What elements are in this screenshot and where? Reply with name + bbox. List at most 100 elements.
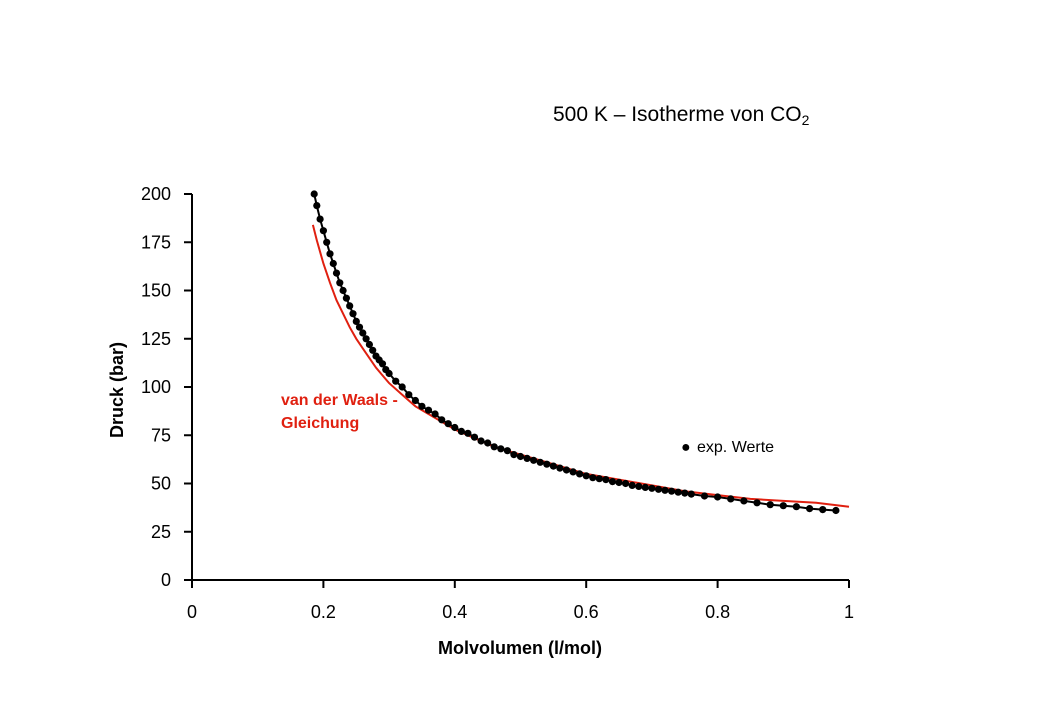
y-tick-label: 0	[161, 570, 171, 590]
x-tick-label: 0	[187, 602, 197, 622]
exp-data-point	[832, 506, 840, 515]
exp-data-point	[336, 279, 344, 287]
exp-data-point	[405, 391, 413, 399]
chart-axes	[191, 194, 849, 581]
exp-data-point	[766, 501, 774, 509]
chart-series-lines	[311, 193, 850, 512]
exp-data-point	[523, 454, 531, 462]
x-tick-label: 0.6	[574, 602, 599, 622]
exp-data-point	[457, 427, 465, 435]
exp-data-point	[779, 502, 787, 510]
exp-data-point	[470, 433, 479, 441]
exp-data-point	[378, 360, 387, 368]
exp-data-point	[622, 479, 630, 488]
exp-data-point	[648, 484, 656, 492]
x-axis-title: Molvolumen (l/mol)	[438, 638, 602, 658]
exp-data-point	[477, 437, 485, 445]
exp-data-point	[615, 478, 623, 487]
exp-data-point	[589, 474, 597, 482]
exp-data-point	[608, 478, 617, 486]
vdw-series-line	[311, 224, 850, 508]
exp-data-point	[792, 503, 801, 511]
x-tick-label: 0.8	[705, 602, 730, 622]
exp-data-point	[431, 410, 439, 418]
exp-data-point	[661, 486, 669, 494]
vdw-label-line1: van der Waals -	[281, 392, 398, 409]
exp-data-point	[398, 383, 406, 391]
exp-data-point	[536, 458, 544, 466]
exp-data-point	[484, 439, 492, 447]
exp-data-point	[700, 492, 709, 500]
chart-series-points	[310, 190, 840, 515]
exp-data-point	[464, 429, 472, 437]
exp-data-point	[342, 294, 350, 302]
exp-data-point	[319, 227, 327, 235]
exp-data-point	[549, 462, 558, 470]
y-tick-label: 175	[141, 232, 171, 252]
exp-data-point	[385, 369, 393, 378]
exp-data-point	[576, 470, 584, 478]
exp-data-point	[355, 323, 364, 331]
exp-series-trace	[313, 193, 836, 512]
exp-data-point	[556, 464, 564, 472]
exp-data-point	[352, 317, 360, 325]
exp-data-point	[516, 452, 525, 461]
exp-label: exp. Werte	[697, 439, 774, 456]
exp-data-point	[359, 329, 367, 337]
exp-data-point	[806, 505, 814, 513]
exp-data-point	[339, 286, 347, 295]
exp-data-point	[424, 406, 433, 414]
exp-data-point	[714, 493, 722, 501]
exp-data-point	[654, 485, 663, 493]
exp-data-point	[674, 488, 682, 496]
y-tick-label: 50	[151, 474, 171, 494]
exp-data-point	[365, 340, 373, 349]
exp-data-point	[740, 497, 748, 505]
x-tick-label: 1	[844, 602, 854, 622]
chart-ticks: 0 25 50 75 100 125 150 175 200 0 0.2 0.4 0.6 0.8 1	[141, 184, 854, 622]
y-axis-title: Druck (bar)	[107, 342, 127, 438]
y-tick-label: 100	[141, 377, 171, 397]
y-tick-label: 25	[151, 522, 171, 542]
exp-data-point	[392, 377, 400, 385]
exp-data-point	[819, 506, 827, 514]
y-tick-label: 75	[151, 425, 171, 445]
chart-title: 500 K – Isotherme von CO2	[553, 103, 809, 128]
exp-data-point	[490, 443, 498, 451]
exp-data-point	[641, 483, 649, 491]
y-tick-label: 150	[141, 281, 171, 301]
y-tick-label: 125	[141, 329, 171, 349]
exp-data-point	[369, 346, 377, 354]
exp-data-point	[316, 215, 324, 223]
exp-data-point	[562, 466, 571, 474]
exp-data-point	[681, 489, 689, 497]
exp-data-point	[349, 310, 357, 318]
exp-data-point	[362, 335, 370, 343]
exp-data-point	[497, 445, 505, 453]
exp-data-point	[418, 402, 426, 410]
exp-data-point	[313, 202, 321, 210]
exp-data-point	[310, 190, 318, 198]
exp-data-point	[332, 269, 341, 277]
exp-data-point	[602, 476, 610, 484]
chart-title-subscript: 2	[801, 112, 810, 128]
y-tick-label: 200	[141, 184, 171, 204]
exp-data-point	[727, 495, 735, 503]
vdw-label-line2: Gleichung	[281, 415, 359, 432]
exp-data-point	[530, 456, 538, 464]
exp-data-point	[503, 447, 511, 455]
exp-data-point	[346, 302, 354, 310]
exp-data-point	[326, 250, 334, 258]
exp-data-point	[444, 420, 452, 428]
exp-data-point	[411, 396, 419, 405]
exp-data-point	[323, 238, 331, 246]
exp-data-point	[753, 499, 761, 507]
exp-data-point	[451, 423, 459, 432]
exp-label-marker: ●	[681, 439, 691, 456]
exp-data-point	[543, 460, 551, 468]
exp-data-point	[582, 472, 590, 480]
exp-data-point	[668, 487, 676, 495]
x-tick-label: 0.4	[442, 602, 467, 622]
x-tick-label: 0.2	[311, 602, 336, 622]
